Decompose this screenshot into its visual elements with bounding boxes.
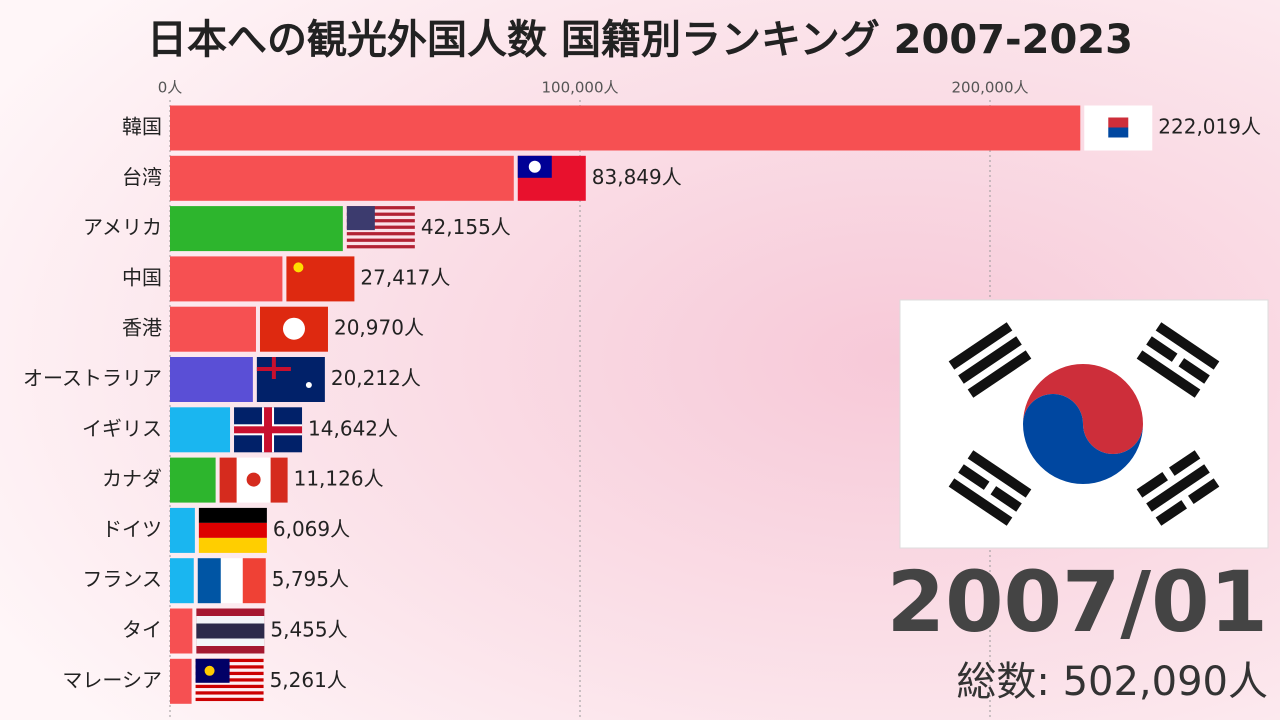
bar xyxy=(170,256,283,302)
y-tick-label: カナダ xyxy=(102,467,162,491)
bar xyxy=(170,105,1081,151)
flag-part xyxy=(282,317,305,340)
value-label: 14,642人 xyxy=(308,416,398,440)
flag-part xyxy=(346,206,375,231)
flag-part xyxy=(195,684,264,689)
flag-part xyxy=(204,665,215,676)
value-label: 42,155人 xyxy=(421,215,511,239)
chart-title: 日本への観光外国人数 国籍別ランキング 2007-2023 xyxy=(147,17,1133,63)
bar xyxy=(170,658,192,704)
flag-part xyxy=(246,472,261,487)
y-tick-label: フランス xyxy=(82,567,162,591)
value-label: 20,970人 xyxy=(334,316,424,340)
value-label: 83,849人 xyxy=(592,165,682,189)
bar xyxy=(170,407,231,453)
flag-part xyxy=(293,262,304,273)
value-label: 11,126人 xyxy=(294,467,384,491)
y-tick-label: 韓国 xyxy=(122,115,162,139)
bar xyxy=(170,206,343,252)
value-label: 222,019人 xyxy=(1158,115,1261,139)
flag-part xyxy=(198,507,267,523)
x-tick-label: 0人 xyxy=(158,79,183,97)
flag-part xyxy=(242,558,266,604)
bar xyxy=(170,357,253,402)
x-tick-label: 100,000人 xyxy=(541,79,618,97)
value-label: 5,261人 xyxy=(270,668,347,692)
bar xyxy=(170,608,193,654)
flag-part xyxy=(346,225,415,229)
y-tick-label: 香港 xyxy=(122,316,162,340)
flag-icon xyxy=(219,457,288,503)
y-tick-label: ドイツ xyxy=(102,517,162,541)
y-tick-label: タイ xyxy=(122,618,162,642)
flag-part xyxy=(346,206,415,210)
flag-part xyxy=(197,558,221,604)
flag-part xyxy=(346,212,415,216)
flag-part xyxy=(1108,117,1129,128)
flag-part xyxy=(195,697,264,702)
bar xyxy=(170,457,216,503)
flag-part xyxy=(198,537,267,553)
y-tick-label: 中国 xyxy=(122,265,162,289)
flag-icon xyxy=(196,608,265,654)
flag-part xyxy=(346,245,415,249)
value-label: 5,455人 xyxy=(270,618,347,642)
value-label: 6,069人 xyxy=(273,517,350,541)
flag-part xyxy=(528,160,541,173)
flag-part xyxy=(271,357,276,379)
total-label: 総数: 502,090人 xyxy=(956,659,1268,705)
flag-part xyxy=(198,522,267,538)
y-tick-label: 台湾 xyxy=(122,165,162,189)
y-tick-label: アメリカ xyxy=(83,215,162,239)
highlight-flag xyxy=(899,299,1269,549)
bar xyxy=(170,306,256,352)
flag-icon xyxy=(234,407,303,453)
flag-icon xyxy=(198,507,267,553)
flag-icon xyxy=(346,206,415,249)
flag-part xyxy=(219,457,237,503)
flag-part xyxy=(305,382,312,388)
flag-part xyxy=(346,219,415,223)
bar xyxy=(170,155,514,201)
y-tick-label: マレーシア xyxy=(62,668,162,692)
date-label: 2007/01 xyxy=(887,553,1268,651)
flag-part xyxy=(270,457,288,503)
flag-part xyxy=(1108,127,1129,138)
value-label: 20,212人 xyxy=(331,366,421,390)
y-tick-label: オーストラリア xyxy=(23,366,162,390)
x-tick-label: 200,000人 xyxy=(951,79,1028,97)
flag-icon xyxy=(1084,105,1153,151)
flag-part xyxy=(346,238,415,242)
flag-icon xyxy=(197,558,266,604)
flag-icon xyxy=(195,658,264,702)
flag-part xyxy=(196,623,265,639)
flag-icon xyxy=(517,155,586,201)
value-label: 5,795人 xyxy=(272,567,349,591)
value-label: 27,417人 xyxy=(360,265,450,289)
bar xyxy=(170,507,195,553)
y-tick-label: イギリス xyxy=(82,416,162,440)
flag-icon xyxy=(286,256,355,302)
flag-part xyxy=(256,357,325,402)
flag-part xyxy=(264,407,273,453)
flag-part xyxy=(346,232,415,236)
flag-part xyxy=(195,691,264,695)
bar xyxy=(170,558,194,604)
flag-icon xyxy=(259,306,328,352)
flag-icon xyxy=(256,357,325,402)
